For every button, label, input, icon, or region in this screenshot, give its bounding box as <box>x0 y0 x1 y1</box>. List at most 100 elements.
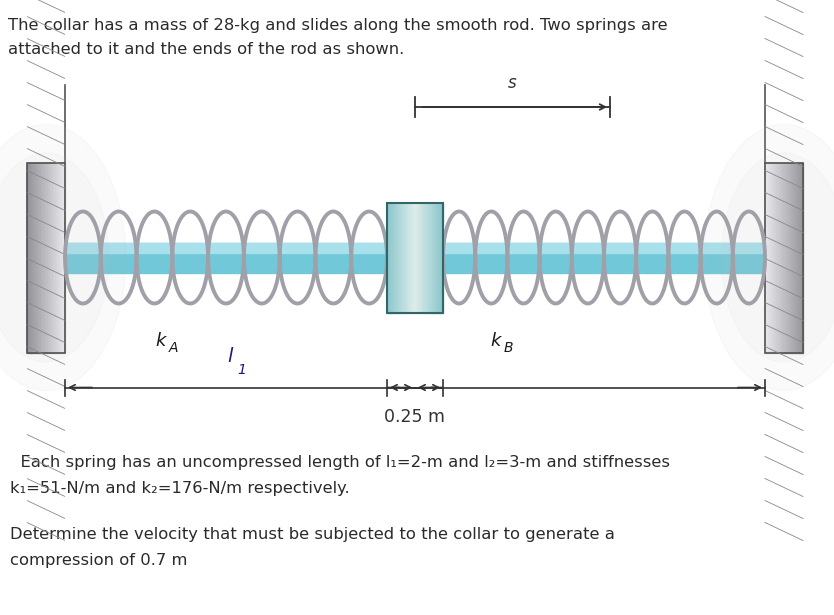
Text: A: A <box>169 341 178 354</box>
Bar <box>59 162 61 352</box>
Bar <box>54 162 57 352</box>
Bar <box>791 162 793 352</box>
Text: Each spring has an uncompressed length of l₁=2-m and l₂=3-m and stiffnesses: Each spring has an uncompressed length o… <box>10 455 670 470</box>
Bar <box>785 162 786 352</box>
Bar <box>433 202 435 312</box>
Bar <box>399 202 401 312</box>
Bar <box>777 162 779 352</box>
Bar <box>432 202 434 312</box>
Bar <box>789 162 791 352</box>
Bar <box>418 202 420 312</box>
Bar <box>781 162 784 352</box>
Text: The collar has a mass of 28-kg and slides along the smooth rod. Two springs are: The collar has a mass of 28-kg and slide… <box>8 18 668 33</box>
Bar <box>53 162 55 352</box>
Bar <box>27 162 29 352</box>
Bar <box>774 162 776 352</box>
Bar <box>395 202 397 312</box>
Bar <box>56 162 58 352</box>
Bar <box>796 162 797 352</box>
Bar <box>65 242 765 253</box>
Bar <box>422 202 424 312</box>
Bar <box>409 202 411 312</box>
Bar <box>34 162 37 352</box>
Bar <box>38 162 40 352</box>
Bar <box>780 162 782 352</box>
Bar <box>43 162 46 352</box>
Bar <box>414 202 415 312</box>
Text: attached to it and the ends of the rod as shown.: attached to it and the ends of the rod a… <box>8 42 404 57</box>
Bar <box>32 162 33 352</box>
Bar <box>28 162 31 352</box>
Bar <box>63 162 66 352</box>
Text: k: k <box>490 333 500 351</box>
Bar <box>391 202 393 312</box>
Bar <box>407 202 409 312</box>
Bar <box>389 202 392 312</box>
Bar <box>30 162 32 352</box>
Bar <box>47 162 48 352</box>
Bar <box>428 202 430 312</box>
Bar <box>387 202 389 312</box>
Text: k: k <box>155 333 165 351</box>
Bar <box>416 202 419 312</box>
Bar <box>36 162 38 352</box>
Bar <box>48 162 50 352</box>
Bar <box>435 202 436 312</box>
Bar <box>788 162 790 352</box>
Bar <box>779 162 781 352</box>
Bar <box>786 162 788 352</box>
Bar <box>766 162 769 352</box>
Bar <box>794 162 796 352</box>
Bar <box>800 162 802 352</box>
Bar <box>429 202 431 312</box>
Bar <box>439 202 440 312</box>
Bar <box>52 162 53 352</box>
Bar <box>430 202 432 312</box>
Bar <box>424 202 425 312</box>
Text: 1: 1 <box>238 363 246 378</box>
Bar <box>412 202 414 312</box>
Bar <box>60 162 63 352</box>
Bar <box>389 202 390 312</box>
Text: s: s <box>508 74 517 92</box>
Bar <box>765 162 803 352</box>
Bar <box>397 202 399 312</box>
Bar <box>426 202 428 312</box>
Ellipse shape <box>0 124 126 391</box>
Bar <box>27 162 65 352</box>
Bar <box>394 202 396 312</box>
Text: 0.25 m: 0.25 m <box>384 408 445 426</box>
Bar <box>801 162 803 352</box>
Bar <box>436 202 438 312</box>
Bar <box>768 162 770 352</box>
Bar <box>393 202 394 312</box>
Ellipse shape <box>721 153 834 362</box>
Text: compression of 0.7 m: compression of 0.7 m <box>10 553 188 568</box>
Ellipse shape <box>0 153 108 362</box>
Text: k₁=51-N/m and k₂=176-N/m respectively.: k₁=51-N/m and k₂=176-N/m respectively. <box>10 481 349 496</box>
Bar <box>65 242 765 272</box>
Text: Determine the velocity that must be subjected to the collar to generate a: Determine the velocity that must be subj… <box>10 527 615 542</box>
Bar <box>765 162 767 352</box>
Text: l: l <box>228 346 233 365</box>
Bar <box>798 162 801 352</box>
Bar <box>408 202 409 312</box>
Bar <box>797 162 799 352</box>
Bar <box>401 202 403 312</box>
Bar <box>441 202 444 312</box>
Bar <box>50 162 52 352</box>
Bar <box>33 162 35 352</box>
Bar <box>398 202 400 312</box>
Bar <box>420 202 421 312</box>
Bar <box>39 162 41 352</box>
Bar <box>405 202 407 312</box>
Bar <box>783 162 786 352</box>
Bar <box>402 202 404 312</box>
Bar <box>387 202 443 312</box>
Bar <box>41 162 43 352</box>
Bar <box>404 202 405 312</box>
Bar <box>58 162 59 352</box>
Bar <box>420 202 423 312</box>
Bar <box>771 162 773 352</box>
Bar <box>437 202 440 312</box>
